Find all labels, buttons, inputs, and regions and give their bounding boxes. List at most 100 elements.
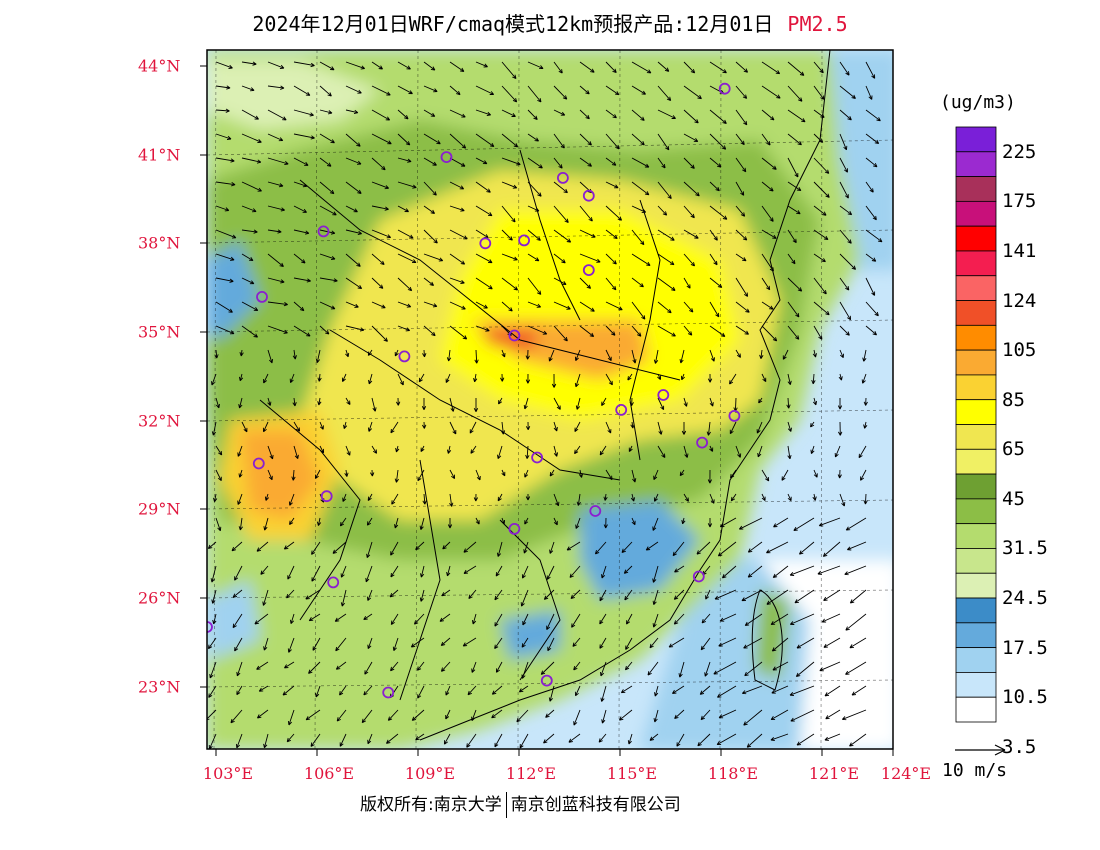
wind-arrow xyxy=(813,469,818,478)
wind-arrow xyxy=(418,373,425,383)
wind-arrow xyxy=(605,133,620,150)
wind-arrow xyxy=(653,493,659,502)
wind-arrow xyxy=(709,133,727,150)
city-marker xyxy=(615,403,628,416)
wind-arrow xyxy=(594,541,607,555)
wind-arrow xyxy=(574,373,581,388)
wind-arrow xyxy=(579,253,601,263)
wind-arrow xyxy=(761,277,771,291)
wind-arrow xyxy=(605,109,617,119)
wind-arrow xyxy=(449,157,466,167)
wind-arrow xyxy=(473,493,479,502)
wind-arrow xyxy=(421,398,427,410)
wind-arrow xyxy=(267,325,288,334)
lat-label: 23°N xyxy=(138,677,181,697)
wind-arrow xyxy=(471,613,477,625)
map-frame xyxy=(206,49,894,750)
wind-arrow xyxy=(782,349,789,360)
wind-arrow xyxy=(579,157,592,167)
wind-arrow xyxy=(293,157,309,166)
wind-arrow xyxy=(652,565,659,583)
wind-arrow xyxy=(367,349,373,356)
wind-arrow xyxy=(578,469,584,478)
wind-arrow xyxy=(288,493,295,506)
wind-arrow xyxy=(475,181,491,193)
wind-arrow xyxy=(501,85,518,103)
lat-label: 32°N xyxy=(138,411,181,431)
legend-label: 105 xyxy=(1002,339,1037,362)
wind-arrow xyxy=(652,589,659,606)
wind-arrow xyxy=(738,517,763,530)
wind-arrow xyxy=(215,61,233,69)
wind-arrow xyxy=(735,301,750,313)
wind-arrow xyxy=(746,733,763,748)
wind-arrow xyxy=(735,277,749,297)
wind-arrow xyxy=(371,205,389,211)
wind-vectors xyxy=(207,61,883,749)
wind-arrow xyxy=(523,397,529,410)
wind-arrow xyxy=(631,157,650,168)
wind-arrow xyxy=(334,613,347,622)
wind-arrow xyxy=(631,205,647,213)
wind-arrow xyxy=(683,301,694,313)
wind-arrow xyxy=(700,637,711,651)
wind-arrow xyxy=(624,661,633,671)
wind-arrow xyxy=(423,133,441,145)
wind-arrow xyxy=(340,565,347,578)
wind-arrow xyxy=(631,349,637,364)
wind-arrow xyxy=(212,613,217,625)
wind-arrow xyxy=(520,589,529,607)
wind-arrow xyxy=(657,445,666,458)
wind-arrow xyxy=(845,517,867,531)
wind-arrow xyxy=(215,301,233,313)
wind-arrow xyxy=(759,349,764,359)
wind-arrow xyxy=(467,685,477,696)
wind-arrow xyxy=(603,517,608,529)
wind-arrow xyxy=(839,325,850,336)
wind-arrow xyxy=(793,517,815,531)
wind-arrow xyxy=(605,229,618,240)
wind-arrow xyxy=(267,229,282,234)
wind-arrow xyxy=(761,229,777,239)
wind-arrow xyxy=(579,61,595,73)
wind-arrow xyxy=(449,85,461,96)
wind-arrow xyxy=(813,325,823,340)
wind-arrow xyxy=(845,661,867,675)
wind-arrow xyxy=(865,61,876,79)
wind-arrow xyxy=(518,685,529,693)
wind-arrow xyxy=(813,181,830,198)
wind-arrow xyxy=(743,637,763,649)
wind-arrow xyxy=(545,709,555,718)
wind-arrow xyxy=(308,661,321,674)
wind-arrow xyxy=(579,205,593,222)
wind-arrow xyxy=(618,709,633,721)
wind-arrow xyxy=(232,589,243,598)
wind-arrow xyxy=(371,109,391,121)
wind-arrow xyxy=(317,397,322,406)
wind-arrow xyxy=(449,397,455,412)
wind-arrow xyxy=(390,541,399,556)
copyright-right: 南京创蓝科技有限公司 xyxy=(510,795,681,815)
wind-arrow xyxy=(574,349,581,362)
wind-arrow xyxy=(445,709,451,720)
wind-arrow xyxy=(237,493,243,505)
wind-arrow xyxy=(817,565,841,575)
wind-arrow xyxy=(865,253,877,262)
wind-arrow xyxy=(672,685,685,694)
wind-arrow xyxy=(501,109,516,117)
wind-arrow xyxy=(497,493,503,502)
wind-arrow xyxy=(717,685,737,698)
wind-arrow xyxy=(469,421,477,434)
wind-arrow xyxy=(289,517,295,525)
wind-arrow xyxy=(865,133,880,145)
wind-arrow xyxy=(291,469,296,481)
city-marker xyxy=(320,490,333,503)
wind-arrow xyxy=(498,397,503,405)
city-marker xyxy=(582,189,595,202)
wind-arrow xyxy=(824,685,841,697)
wind-arrow xyxy=(422,493,427,505)
wind-arrow xyxy=(345,277,363,290)
wind-arrow xyxy=(735,253,747,262)
wind-arrow xyxy=(293,205,307,213)
wind-arrow xyxy=(397,109,409,120)
